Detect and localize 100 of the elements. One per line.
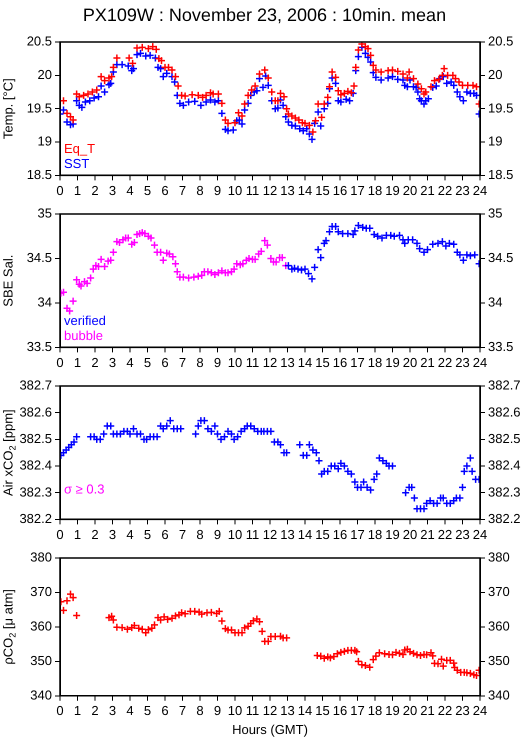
x-tick-label: 9 bbox=[214, 526, 222, 542]
x-tick-label: 18 bbox=[368, 182, 382, 198]
y2-tick-label: 34.5 bbox=[488, 250, 514, 266]
x-tick-label: 1 bbox=[74, 526, 82, 542]
x-tick-label: 15 bbox=[315, 354, 330, 370]
text: SST bbox=[64, 156, 90, 171]
x-axis-title: Hours (GMT) bbox=[232, 722, 308, 737]
y2-tick-label: 35 bbox=[488, 206, 502, 221]
x-tick-label: 1 bbox=[74, 182, 82, 198]
y-tick-label: 33.5 bbox=[26, 338, 52, 354]
x-tick-label: 0 bbox=[56, 354, 64, 370]
x-tick-label: 7 bbox=[178, 354, 186, 370]
y2-tick-label: 350 bbox=[488, 652, 510, 668]
y2-tick-label: 382.6 bbox=[488, 404, 521, 420]
x-tick-label: 5 bbox=[144, 354, 152, 370]
y2-tick-label: 360 bbox=[488, 618, 510, 634]
annotation: σ ≥ 0.3 bbox=[64, 482, 104, 497]
x-tick-label: 17 bbox=[350, 182, 365, 198]
y-axis-title: Air xCO2 [ppm] bbox=[0, 409, 18, 496]
x-tick-label: 3 bbox=[108, 703, 116, 718]
y-tick-label: 382.3 bbox=[19, 484, 52, 500]
x-tick-label: 12 bbox=[262, 354, 278, 370]
x-tick-label: 20 bbox=[402, 526, 418, 542]
x-tick-label: 1 bbox=[74, 703, 82, 718]
x-tick-label: 17 bbox=[350, 703, 365, 718]
x-tick-label: 12 bbox=[262, 182, 278, 198]
x-tick-label: 6 bbox=[161, 354, 169, 370]
x-tick-label: 21 bbox=[420, 703, 435, 718]
x-tick-label: 3 bbox=[108, 182, 116, 198]
series-label: bubble bbox=[64, 328, 104, 343]
x-tick-label: 0 bbox=[56, 526, 64, 542]
x-tick-label: 17 bbox=[350, 354, 365, 370]
x-tick-label: 15 bbox=[315, 703, 330, 718]
x-tick-label: 2 bbox=[91, 526, 99, 542]
y2-tick-label: 382.5 bbox=[488, 430, 521, 446]
y2-tick-label: 20.5 bbox=[488, 34, 514, 49]
x-tick-label: 2 bbox=[91, 354, 99, 370]
x-tick-label: 18 bbox=[368, 703, 382, 718]
x-tick-label: 15 bbox=[315, 182, 330, 198]
x-tick-label: 2 bbox=[91, 703, 99, 718]
y2-tick-label: 380 bbox=[488, 550, 510, 565]
x-tick-label: 9 bbox=[214, 182, 222, 198]
x-tick-label: 5 bbox=[144, 703, 152, 718]
x-tick-label: 8 bbox=[196, 526, 204, 542]
x-tick-label: 4 bbox=[126, 703, 134, 718]
y2-tick-label: 340 bbox=[488, 687, 510, 702]
x-tick-label: 7 bbox=[178, 526, 186, 542]
x-tick-label: 23 bbox=[455, 182, 470, 198]
x-tick-label: 16 bbox=[332, 182, 348, 198]
x-tick-label: 10 bbox=[228, 354, 242, 370]
y-tick-label: 382.5 bbox=[19, 430, 52, 446]
x-tick-label: 13 bbox=[280, 526, 295, 542]
x-tick-label: 24 bbox=[472, 182, 488, 198]
x-tick-label: 23 bbox=[455, 703, 470, 718]
x-tick-label: 8 bbox=[196, 182, 204, 198]
chart-title: PX109W : November 23, 2006 : 10min. mean bbox=[82, 4, 448, 27]
y-tick-label: 360 bbox=[30, 618, 52, 634]
y-tick-label: 382.2 bbox=[19, 510, 52, 526]
x-tick-label: 22 bbox=[438, 703, 452, 718]
y-tick-label: 18.5 bbox=[26, 166, 52, 182]
y-tick-label: 20 bbox=[38, 66, 52, 82]
y2-tick-label: 18.5 bbox=[488, 166, 514, 182]
y-tick-label: 19 bbox=[38, 134, 52, 149]
x-tick-label: 14 bbox=[298, 354, 312, 370]
y-tick-label: 34 bbox=[38, 294, 52, 310]
y-tick-label: 34.5 bbox=[26, 250, 52, 266]
x-tick-label: 14 bbox=[298, 182, 312, 198]
x-tick-label: 19 bbox=[385, 354, 400, 370]
x-tick-label: 19 bbox=[385, 182, 400, 198]
x-tick-label: 16 bbox=[332, 354, 348, 370]
x-tick-label: 12 bbox=[262, 703, 278, 718]
y-tick-label: 380 bbox=[30, 550, 52, 565]
x-tick-label: 4 bbox=[126, 182, 134, 198]
x-tick-label: 22 bbox=[438, 354, 452, 370]
y-tick-label: 382.4 bbox=[19, 458, 52, 473]
y2-tick-label: 34 bbox=[488, 294, 502, 310]
y-tick-label: 19.5 bbox=[26, 100, 52, 116]
y2-tick-label: 33.5 bbox=[488, 338, 514, 354]
x-tick-label: 24 bbox=[472, 354, 488, 370]
x-tick-label: 9 bbox=[214, 703, 222, 718]
x-tick-label: 13 bbox=[280, 354, 295, 370]
x-tick-label: 7 bbox=[178, 703, 186, 718]
x-tick-label: 18 bbox=[368, 526, 382, 542]
x-tick-label: 21 bbox=[420, 526, 435, 542]
x-tick-label: 8 bbox=[196, 354, 204, 370]
x-tick-label: 21 bbox=[420, 354, 435, 370]
y-axis-title: ρCO2 [μ atm] bbox=[0, 589, 18, 665]
x-tick-label: 11 bbox=[246, 182, 260, 198]
x-tick-label: 18 bbox=[368, 354, 382, 370]
x-tick-label: 0 bbox=[56, 182, 64, 198]
series-label: Eq_T bbox=[64, 140, 96, 156]
x-tick-label: 24 bbox=[472, 526, 488, 542]
x-tick-label: 19 bbox=[385, 703, 400, 718]
x-tick-label: 10 bbox=[228, 526, 242, 542]
x-tick-label: 10 bbox=[228, 182, 242, 198]
x-tick-label: 23 bbox=[455, 354, 470, 370]
x-tick-label: 5 bbox=[144, 526, 152, 542]
x-tick-label: 22 bbox=[438, 182, 452, 198]
y-axis-title: Temp. [°C] bbox=[0, 78, 16, 140]
x-tick-label: 6 bbox=[161, 526, 169, 542]
